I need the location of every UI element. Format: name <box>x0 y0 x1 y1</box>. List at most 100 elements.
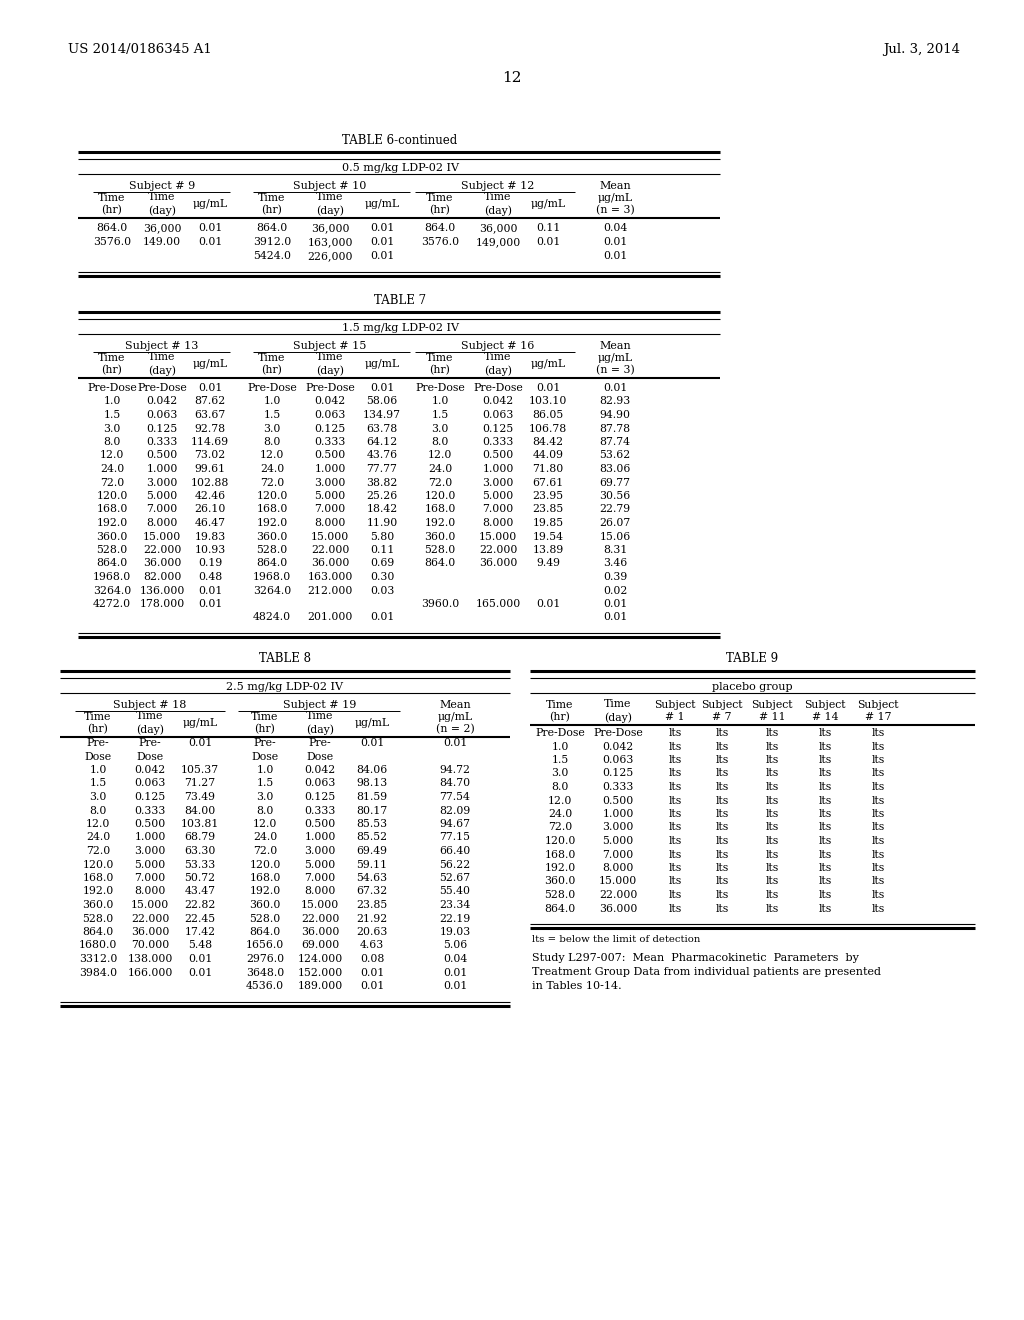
Text: 7.000: 7.000 <box>134 873 166 883</box>
Text: 0.01: 0.01 <box>359 981 384 991</box>
Text: 4.63: 4.63 <box>359 940 384 950</box>
Text: 3.46: 3.46 <box>603 558 627 569</box>
Text: lts: lts <box>765 822 778 833</box>
Text: 3576.0: 3576.0 <box>421 238 459 247</box>
Text: 0.48: 0.48 <box>198 572 222 582</box>
Text: lts: lts <box>669 809 682 818</box>
Text: Subject
# 11: Subject # 11 <box>752 700 793 722</box>
Text: 1.000: 1.000 <box>134 833 166 842</box>
Text: 0.125: 0.125 <box>134 792 166 803</box>
Text: Time
(day): Time (day) <box>316 352 344 376</box>
Text: 15.000: 15.000 <box>311 532 349 541</box>
Text: Subject # 13: Subject # 13 <box>125 341 199 351</box>
Text: 1.5: 1.5 <box>551 755 568 766</box>
Text: placebo group: placebo group <box>712 682 793 692</box>
Text: 5.06: 5.06 <box>442 940 467 950</box>
Text: 84.06: 84.06 <box>356 766 388 775</box>
Text: 360.0: 360.0 <box>249 900 281 909</box>
Text: Subject
# 14: Subject # 14 <box>804 700 846 722</box>
Text: Time
(hr): Time (hr) <box>98 193 126 215</box>
Text: 3.000: 3.000 <box>134 846 166 855</box>
Text: Time
(hr): Time (hr) <box>251 711 279 734</box>
Text: 7.000: 7.000 <box>314 504 346 515</box>
Text: 8.000: 8.000 <box>304 887 336 896</box>
Text: 12.0: 12.0 <box>99 450 124 461</box>
Text: Time
(day): Time (day) <box>136 711 164 734</box>
Text: TABLE 9: TABLE 9 <box>726 652 778 665</box>
Text: 136.000: 136.000 <box>139 586 184 595</box>
Text: 1680.0: 1680.0 <box>79 940 117 950</box>
Text: 3.000: 3.000 <box>314 478 346 487</box>
Text: 0.01: 0.01 <box>198 238 222 247</box>
Text: lts: lts <box>765 903 778 913</box>
Text: 22.000: 22.000 <box>479 545 517 554</box>
Text: 168.0: 168.0 <box>424 504 456 515</box>
Text: lts: lts <box>871 836 885 846</box>
Text: 5.000: 5.000 <box>314 491 346 502</box>
Text: 0.01: 0.01 <box>187 738 212 748</box>
Text: 106.78: 106.78 <box>528 424 567 433</box>
Text: 0.01: 0.01 <box>359 968 384 978</box>
Text: lts: lts <box>765 876 778 887</box>
Text: lts: lts <box>716 768 729 779</box>
Text: 3.000: 3.000 <box>146 478 178 487</box>
Text: 12.0: 12.0 <box>253 818 278 829</box>
Text: 0.01: 0.01 <box>536 599 560 609</box>
Text: 19.85: 19.85 <box>532 517 563 528</box>
Text: 36,000: 36,000 <box>142 223 181 234</box>
Text: lts: lts <box>716 890 729 900</box>
Text: lts: lts <box>669 755 682 766</box>
Text: 23.34: 23.34 <box>439 900 471 909</box>
Text: 64.12: 64.12 <box>367 437 397 447</box>
Text: 10.93: 10.93 <box>195 545 225 554</box>
Text: 26.07: 26.07 <box>599 517 631 528</box>
Text: Time
(hr): Time (hr) <box>426 193 454 215</box>
Text: Subject # 12: Subject # 12 <box>462 181 535 191</box>
Text: Time
(day): Time (day) <box>148 193 176 215</box>
Text: 22.79: 22.79 <box>599 504 631 515</box>
Text: 0.042: 0.042 <box>304 766 336 775</box>
Text: 12: 12 <box>502 71 522 84</box>
Text: Dose: Dose <box>136 751 164 762</box>
Text: 20.63: 20.63 <box>356 927 388 937</box>
Text: 0.01: 0.01 <box>370 223 394 234</box>
Text: Pre-Dose: Pre-Dose <box>305 383 355 393</box>
Text: 864.0: 864.0 <box>96 558 128 569</box>
Text: 82.93: 82.93 <box>599 396 631 407</box>
Text: 138.000: 138.000 <box>127 954 173 964</box>
Text: 8.0: 8.0 <box>256 805 273 816</box>
Text: 30.56: 30.56 <box>599 491 631 502</box>
Text: 3912.0: 3912.0 <box>253 238 291 247</box>
Text: 7.000: 7.000 <box>304 873 336 883</box>
Text: 0.063: 0.063 <box>314 411 346 420</box>
Text: 69.77: 69.77 <box>599 478 631 487</box>
Text: 0.19: 0.19 <box>198 558 222 569</box>
Text: 12.0: 12.0 <box>428 450 453 461</box>
Text: Subject # 19: Subject # 19 <box>284 700 356 710</box>
Text: 3.000: 3.000 <box>602 822 634 833</box>
Text: 5424.0: 5424.0 <box>253 251 291 261</box>
Text: 3960.0: 3960.0 <box>421 599 459 609</box>
Text: 5.000: 5.000 <box>602 836 634 846</box>
Text: 3.0: 3.0 <box>256 792 273 803</box>
Text: 1.0: 1.0 <box>256 766 273 775</box>
Text: 8.31: 8.31 <box>603 545 627 554</box>
Text: 5.80: 5.80 <box>370 532 394 541</box>
Text: 56.22: 56.22 <box>439 859 471 870</box>
Text: 120.0: 120.0 <box>249 859 281 870</box>
Text: 0.01: 0.01 <box>198 599 222 609</box>
Text: 0.333: 0.333 <box>134 805 166 816</box>
Text: 80.17: 80.17 <box>356 805 388 816</box>
Text: 528.0: 528.0 <box>256 545 288 554</box>
Text: 23.85: 23.85 <box>532 504 563 515</box>
Text: lts: lts <box>669 729 682 738</box>
Text: 103.10: 103.10 <box>528 396 567 407</box>
Text: μg/mL
(n = 3): μg/mL (n = 3) <box>596 352 635 375</box>
Text: 94.72: 94.72 <box>439 766 470 775</box>
Text: 0.042: 0.042 <box>146 396 177 407</box>
Text: 0.042: 0.042 <box>314 396 346 407</box>
Text: Time
(day): Time (day) <box>484 352 512 376</box>
Text: 0.333: 0.333 <box>482 437 514 447</box>
Text: lts: lts <box>818 903 831 913</box>
Text: lts: lts <box>716 903 729 913</box>
